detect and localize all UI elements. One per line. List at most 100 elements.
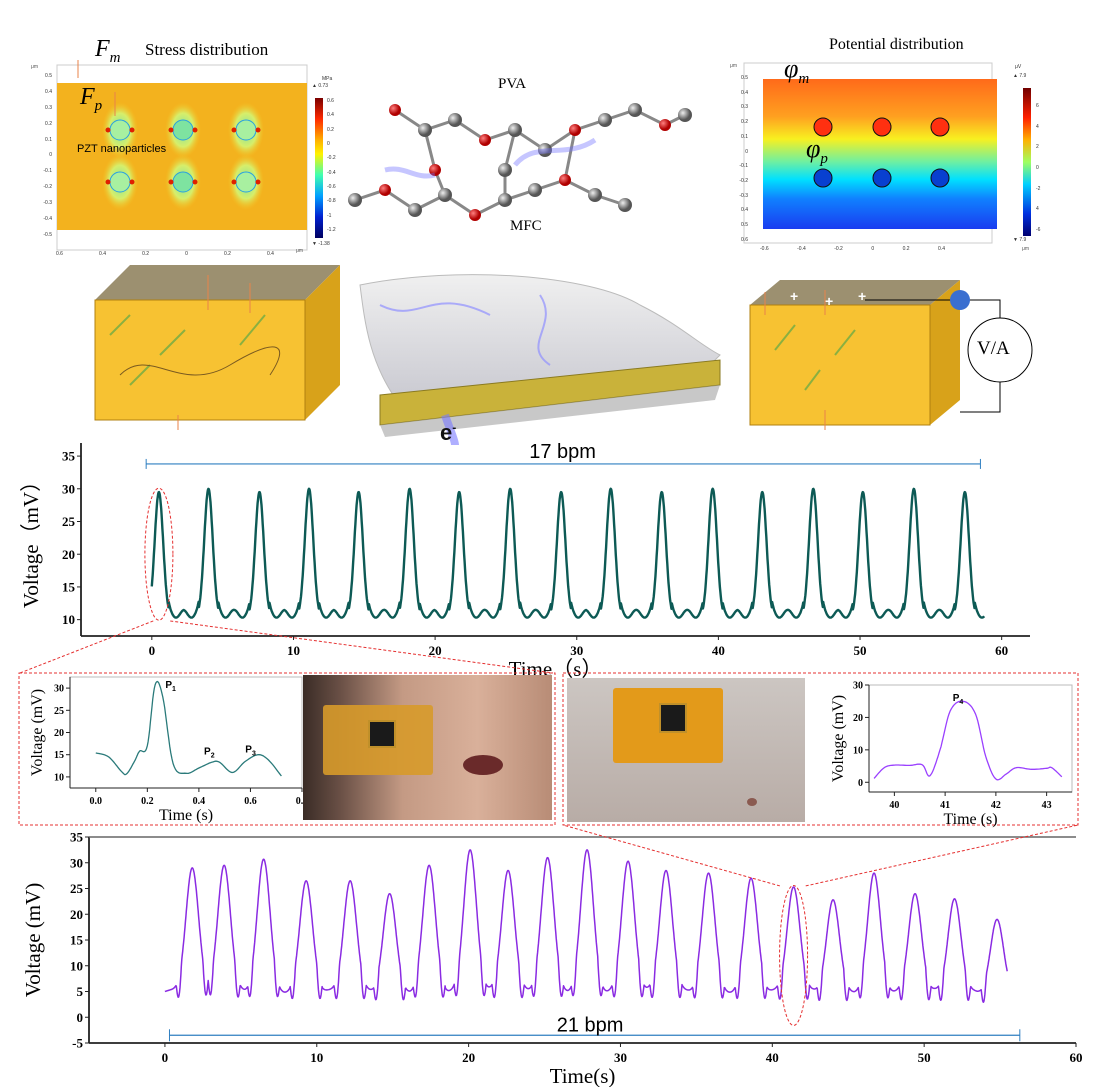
stress-particles	[102, 102, 264, 210]
potential-min: 7.9	[1019, 237, 1027, 243]
tick-label: -0.6	[760, 246, 769, 252]
tick-label: -0.2	[43, 184, 52, 191]
tick-label: -0.6	[327, 183, 336, 190]
zoom-connector	[170, 620, 554, 674]
y-tick-label: 5	[77, 984, 84, 999]
peak-label: P1	[165, 680, 176, 693]
tick-label: -0.4	[797, 246, 806, 252]
stress-colorbar	[315, 98, 323, 238]
fm-label: Fm	[95, 36, 121, 67]
tick-label: 0.4	[266, 251, 274, 257]
stress-x-ticks: 0.6 0.4 0.2 0 0.2 0.4	[56, 251, 274, 257]
x-tick-label: 60	[995, 643, 1008, 658]
plot-frame	[69, 676, 303, 789]
peak-letter: P	[204, 747, 211, 758]
tick-label: 0.5	[741, 75, 748, 81]
nipple	[747, 798, 757, 806]
atom	[429, 164, 441, 176]
zoom-connector	[562, 824, 781, 887]
x-tick-label: 0.0	[90, 796, 103, 807]
peak-letter: P	[953, 693, 960, 704]
tick-label: 0.6	[741, 236, 748, 243]
x-tick-label: 40	[889, 800, 899, 811]
inset-p4-chart: 40 41 42 43 0 10 20 30 Time (s) Voltage (mV) P4	[830, 681, 1073, 828]
tick-label: -0.1	[739, 163, 748, 170]
x-tick-label: 10	[310, 1050, 323, 1065]
tick-label: 0	[327, 140, 330, 147]
phip-subscript: p	[820, 151, 828, 168]
tick-label: 0	[871, 246, 875, 252]
atom	[569, 124, 581, 136]
x-axis-label: Time (s)	[943, 811, 997, 828]
tick-label: 0	[1036, 164, 1039, 171]
x-tick-label: 30	[614, 1050, 627, 1065]
tick-label: 4	[1036, 123, 1039, 130]
atom	[598, 113, 612, 127]
atom	[618, 198, 632, 212]
tick-label: 0.1	[45, 136, 52, 143]
atom	[559, 174, 571, 186]
stress-cb-max: ▲ 0.73	[312, 83, 329, 89]
zoom-box-right	[562, 672, 1079, 826]
x-tick-label: 40	[712, 643, 725, 658]
fp-symbol: F	[80, 84, 95, 110]
atom	[438, 188, 452, 202]
y-tick-label: 0	[77, 1010, 84, 1025]
molecule-illustration	[348, 103, 692, 221]
y-tick-label: -5	[72, 1036, 83, 1051]
y-tick-label: 10	[62, 612, 75, 627]
stress-y-unit: μm	[31, 64, 39, 70]
stress-max: 0.73	[318, 83, 329, 89]
tick-label: 0.4	[938, 246, 945, 252]
potential-cb-max: ▲ 7.9	[1013, 73, 1027, 79]
atom	[348, 193, 362, 207]
circuit-cube	[749, 280, 1033, 430]
x-tick-label: 0	[162, 1050, 169, 1065]
plus-charge: +	[790, 288, 799, 304]
potential-y-ticks: 0.5 0.4 0.3 0.2 0.1 0 -0.1 -0.2 -0.3 0.4 0.5 0.6	[736, 75, 748, 243]
tick-label: 0.5	[45, 73, 52, 79]
x-tick-label: 60	[1070, 1050, 1083, 1065]
y-axis-label: Voltage (mV)	[21, 883, 45, 998]
y-axis-label: Voltage（mV）	[19, 471, 43, 608]
zoom-connector	[19, 620, 154, 674]
plus-charge: +	[825, 293, 834, 309]
atom	[659, 119, 671, 131]
x-axis-label: Time(s)	[550, 1064, 616, 1087]
potential-x-ticks: -0.6 -0.4 -0.2 0 0.2 0.4	[760, 246, 945, 252]
atom	[389, 104, 401, 116]
tick-label: -0.5	[43, 231, 52, 238]
peak-letter: P	[165, 680, 172, 691]
tick-label: 0	[185, 251, 188, 257]
phip-symbol: φ	[806, 134, 821, 163]
tick-label: -0.2	[834, 246, 843, 252]
y-tick-label: 10	[54, 772, 64, 783]
tick-label: 0.4	[45, 88, 52, 95]
potential-cb-unit: μV	[1015, 64, 1022, 70]
stress-cb-min: ▼ -1.38	[312, 241, 330, 247]
y-tick-label: 0	[858, 778, 863, 789]
peak-label: P2	[204, 747, 215, 760]
plot-frame	[868, 684, 1073, 793]
y-tick-label: 25	[70, 881, 84, 896]
zoom-connector	[805, 824, 1079, 887]
y-tick-label: 20	[70, 907, 83, 922]
phim-label: φm	[784, 54, 809, 88]
voltage-line	[164, 849, 1008, 1003]
zoom-ellipse	[779, 884, 809, 1026]
electron-label: e-	[440, 420, 456, 446]
y-tick-label: 25	[54, 706, 64, 717]
flexible-film	[359, 274, 721, 446]
y-tick-label: 35	[70, 830, 84, 845]
tick-label: 0.2	[327, 126, 334, 133]
atom	[528, 183, 542, 197]
potential-colorbar	[1023, 88, 1031, 236]
pva-label: PVA	[498, 76, 527, 92]
y-tick-label: 15	[62, 579, 76, 594]
tick-label: -0.3	[43, 200, 52, 207]
potential-x-unit: μm	[1022, 246, 1030, 252]
atom	[538, 143, 552, 157]
x-tick-label: 50	[854, 643, 867, 658]
sensor-chip	[659, 703, 687, 733]
photo-chest-sensor	[567, 678, 805, 822]
